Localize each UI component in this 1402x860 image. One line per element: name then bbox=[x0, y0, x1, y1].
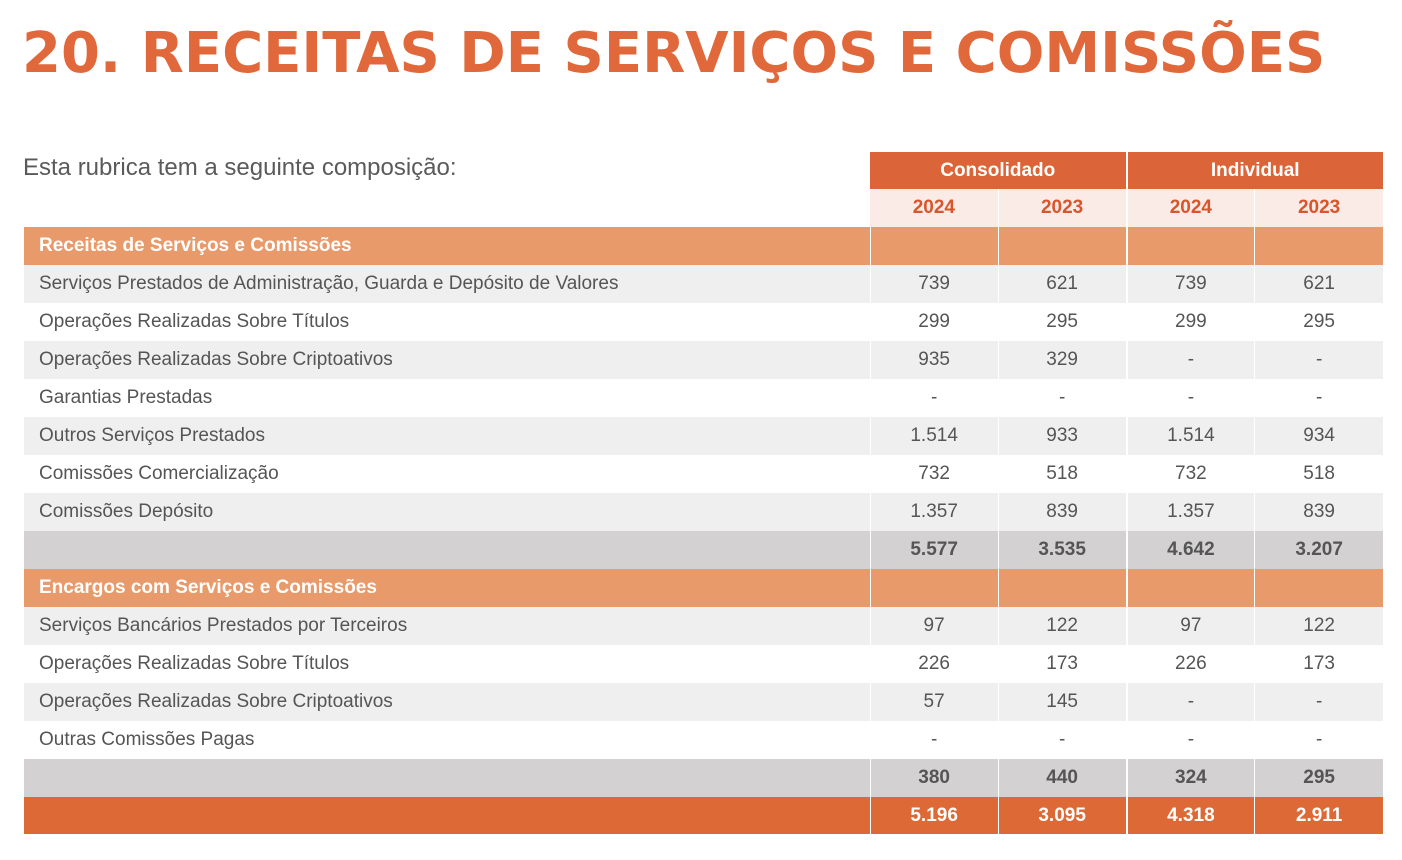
table-row: Operações Realizadas Sobre Títulos 226 1… bbox=[24, 645, 1383, 683]
cell-value: - bbox=[997, 721, 1127, 759]
cell-value: - bbox=[869, 721, 999, 759]
subtotal-value: 324 bbox=[1125, 759, 1255, 797]
row-label: Outras Comissões Pagas bbox=[24, 721, 870, 759]
table-row: Comissões Comercialização 732 518 732 51… bbox=[24, 455, 1383, 493]
cell-value: 934 bbox=[1254, 417, 1383, 455]
table-row: Operações Realizadas Sobre Títulos 299 2… bbox=[24, 303, 1383, 341]
cell-value: 739 bbox=[869, 265, 999, 303]
table-row: Serviços Bancários Prestados por Terceir… bbox=[24, 607, 1383, 645]
cell-value: 1.514 bbox=[869, 417, 999, 455]
row-label: Serviços Bancários Prestados por Terceir… bbox=[24, 607, 870, 645]
cell-value: 145 bbox=[997, 683, 1127, 721]
group-header-row: Consolidado Individual bbox=[24, 152, 1383, 189]
cell-value: 839 bbox=[997, 493, 1127, 531]
subtotal-value: 4.642 bbox=[1125, 531, 1255, 569]
subtotal-value: 380 bbox=[869, 759, 999, 797]
grand-total-value: 3.095 bbox=[997, 797, 1127, 834]
cell-value: 732 bbox=[1125, 455, 1255, 493]
cell-value: 933 bbox=[997, 417, 1127, 455]
cell-value: - bbox=[1254, 341, 1383, 379]
page-title: 20. RECEITAS DE SERVIÇOS E COMISSÕES bbox=[22, 21, 1326, 86]
cell-value: 935 bbox=[869, 341, 999, 379]
row-label: Operações Realizadas Sobre Criptoativos bbox=[24, 683, 870, 721]
cell-value: 226 bbox=[869, 645, 999, 683]
grand-total-row: 5.196 3.095 4.318 2.911 bbox=[24, 797, 1383, 834]
cell-value: 329 bbox=[997, 341, 1127, 379]
grand-total-value: 5.196 bbox=[869, 797, 999, 834]
table-row: Comissões Depósito 1.357 839 1.357 839 bbox=[24, 493, 1383, 531]
row-label: Outros Serviços Prestados bbox=[24, 417, 870, 455]
year-header: 2024 bbox=[1125, 189, 1255, 227]
cell-value: - bbox=[1125, 721, 1255, 759]
subtotal-value: 5.577 bbox=[869, 531, 999, 569]
table-row: Serviços Prestados de Administração, Gua… bbox=[24, 265, 1383, 303]
cell-value: - bbox=[1125, 683, 1255, 721]
cell-value: 57 bbox=[869, 683, 999, 721]
year-header-row: 2024 2023 2024 2023 bbox=[24, 189, 1383, 227]
section-header-encargos: Encargos com Serviços e Comissões bbox=[24, 569, 1383, 607]
group-header-consolidado: Consolidado bbox=[870, 152, 1127, 189]
row-label: Operações Realizadas Sobre Títulos bbox=[24, 645, 870, 683]
cell-value: 97 bbox=[869, 607, 999, 645]
table-row: Operações Realizadas Sobre Criptoativos … bbox=[24, 341, 1383, 379]
cell-value: - bbox=[1254, 379, 1383, 417]
cell-value: - bbox=[1254, 683, 1383, 721]
grand-total-value: 2.911 bbox=[1254, 797, 1383, 834]
statement-table: Consolidado Individual 2024 2023 2024 20… bbox=[24, 152, 1383, 834]
row-label: Operações Realizadas Sobre Criptoativos bbox=[24, 341, 870, 379]
row-label: Comissões Depósito bbox=[24, 493, 870, 531]
cell-value: 173 bbox=[997, 645, 1127, 683]
cell-value: 732 bbox=[869, 455, 999, 493]
section-header-receitas: Receitas de Serviços e Comissões bbox=[24, 227, 1383, 265]
subtotal-row: 380 440 324 295 bbox=[24, 759, 1383, 797]
cell-value: - bbox=[1125, 379, 1255, 417]
subtotal-value: 440 bbox=[997, 759, 1127, 797]
row-label: Comissões Comercialização bbox=[24, 455, 870, 493]
cell-value: - bbox=[869, 379, 999, 417]
cell-value: 97 bbox=[1125, 607, 1255, 645]
cell-value: 295 bbox=[997, 303, 1127, 341]
cell-value: - bbox=[1125, 341, 1255, 379]
year-header: 2023 bbox=[1254, 189, 1383, 227]
row-label: Garantias Prestadas bbox=[24, 379, 870, 417]
subtotal-value: 295 bbox=[1254, 759, 1383, 797]
year-header: 2023 bbox=[997, 189, 1127, 227]
cell-value: 295 bbox=[1254, 303, 1383, 341]
cell-value: - bbox=[1254, 721, 1383, 759]
table-row: Outras Comissões Pagas - - - - bbox=[24, 721, 1383, 759]
cell-value: 173 bbox=[1254, 645, 1383, 683]
row-label: Operações Realizadas Sobre Títulos bbox=[24, 303, 870, 341]
intro-text: Esta rubrica tem a seguinte composição: bbox=[23, 154, 457, 181]
cell-value: 1.357 bbox=[1125, 493, 1255, 531]
cell-value: 621 bbox=[997, 265, 1127, 303]
cell-value: 226 bbox=[1125, 645, 1255, 683]
cell-value: 621 bbox=[1254, 265, 1383, 303]
table-row: Garantias Prestadas - - - - bbox=[24, 379, 1383, 417]
subtotal-row: 5.577 3.535 4.642 3.207 bbox=[24, 531, 1383, 569]
row-label: Serviços Prestados de Administração, Gua… bbox=[24, 265, 870, 303]
table-row: Outros Serviços Prestados 1.514 933 1.51… bbox=[24, 417, 1383, 455]
cell-value: 299 bbox=[1125, 303, 1255, 341]
grand-total-value: 4.318 bbox=[1125, 797, 1255, 834]
cell-value: 1.357 bbox=[869, 493, 999, 531]
cell-value: - bbox=[997, 379, 1127, 417]
table-row: Operações Realizadas Sobre Criptoativos … bbox=[24, 683, 1383, 721]
section-label: Receitas de Serviços e Comissões bbox=[24, 227, 870, 265]
cell-value: 839 bbox=[1254, 493, 1383, 531]
cell-value: 518 bbox=[1254, 455, 1383, 493]
subtotal-value: 3.207 bbox=[1254, 531, 1383, 569]
cell-value: 299 bbox=[869, 303, 999, 341]
cell-value: 518 bbox=[997, 455, 1127, 493]
subtotal-value: 3.535 bbox=[997, 531, 1127, 569]
cell-value: 122 bbox=[997, 607, 1127, 645]
section-label: Encargos com Serviços e Comissões bbox=[24, 569, 870, 607]
year-header: 2024 bbox=[870, 189, 999, 227]
cell-value: 1.514 bbox=[1125, 417, 1255, 455]
cell-value: 739 bbox=[1125, 265, 1255, 303]
cell-value: 122 bbox=[1254, 607, 1383, 645]
group-header-individual: Individual bbox=[1125, 152, 1383, 189]
